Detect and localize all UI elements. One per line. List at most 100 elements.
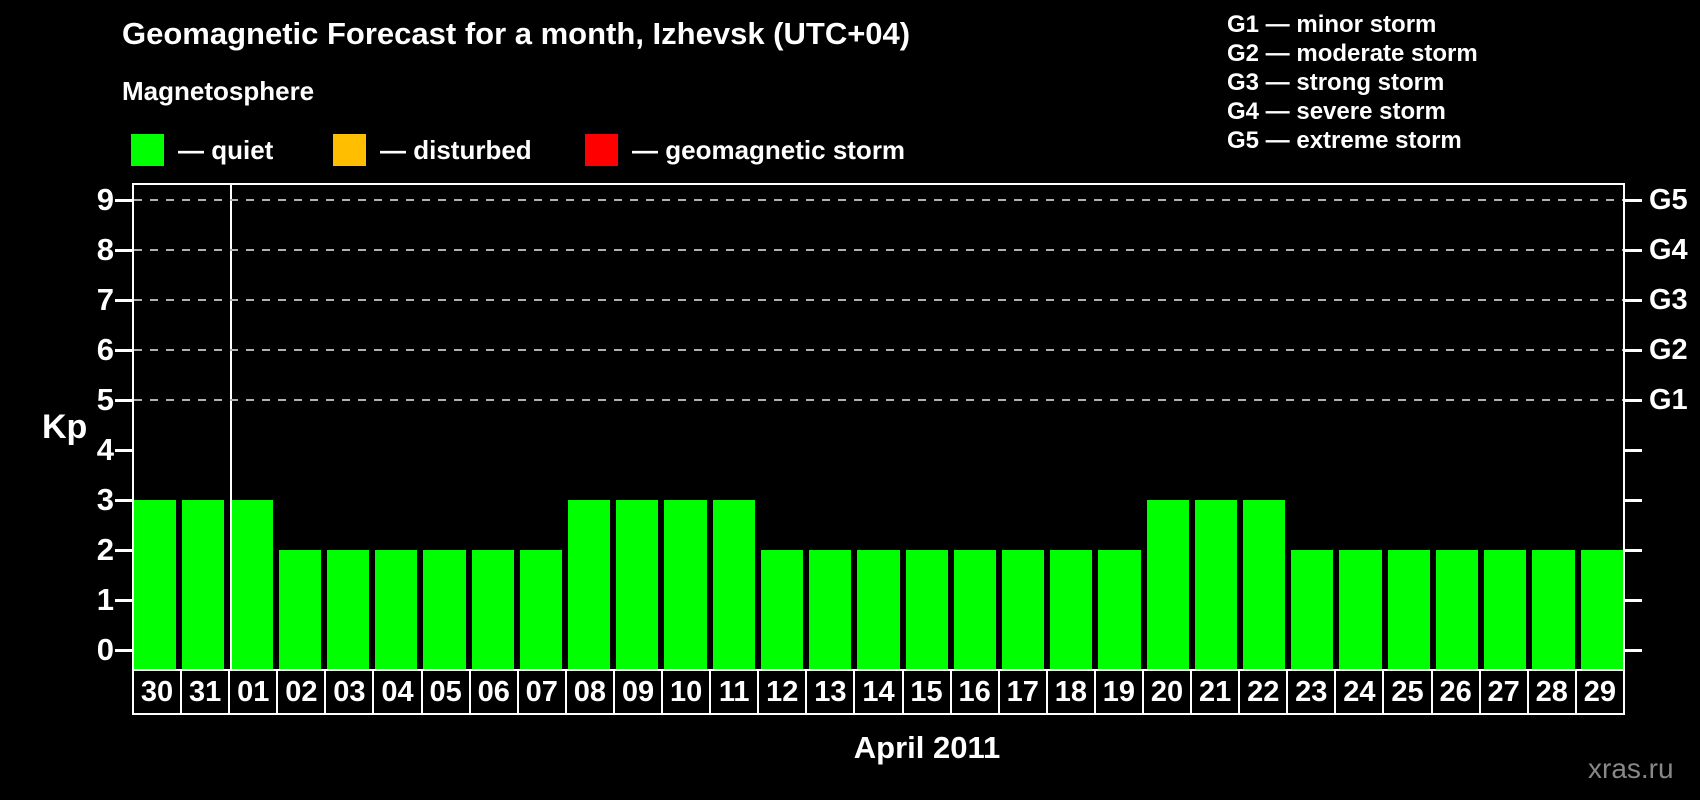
y-axis-tick-label: 5 [96,382,114,417]
bar-slot [1240,185,1288,669]
day-label-cell: 09 [612,669,664,715]
kp-bar-day-03 [326,550,370,669]
right-tick-kp-2 [1625,549,1642,552]
kp-bar-day-09 [616,500,659,669]
day-label-cell: 16 [949,669,1000,715]
y-axis-tick-label: 0 [96,632,114,667]
day-label-cell: 15 [901,669,952,715]
bar-slot [951,185,999,669]
day-label-cell: 27 [1478,669,1529,715]
gridline-kp-8 [134,249,1623,251]
y-axis-tick-label: 2 [96,532,114,567]
day-label-cell: 21 [1190,669,1241,715]
right-axis-label-G2: G2 [1649,334,1688,366]
kp-bar-day-16 [953,550,996,669]
day-label-cell: 12 [757,669,808,715]
day-label-cell: 11 [709,669,760,715]
day-label-cell: 22 [1238,669,1289,715]
bar-slot [1529,185,1577,669]
day-label-cell: 04 [372,669,423,715]
bar-slot [999,185,1047,669]
left-tick-kp-2 [115,549,132,552]
kp-bar-day-08 [567,500,611,669]
day-label-cell: 17 [997,669,1048,715]
bar-slot [1578,185,1623,669]
right-tick-kp-8 [1625,249,1642,252]
kp-bar-day-10 [664,500,707,669]
chart-title: Geomagnetic Forecast for a month, Izhevs… [122,16,911,51]
gridline-kp-9 [134,199,1623,201]
bar-slot [324,185,372,669]
left-tick-kp-7 [115,299,132,302]
y-axis-tick-label: 7 [96,282,114,317]
gridline-kp-5 [134,399,1623,401]
watermark: xras.ru [1588,753,1674,784]
bars-row [134,185,1623,669]
y-axis-tick-label: 4 [96,432,114,467]
right-axis-label-G5: G5 [1649,184,1688,216]
magnetosphere-label: Magnetosphere [122,76,315,106]
bar-slot [1144,185,1192,669]
kp-bar-day-24 [1339,550,1382,669]
kp-bar-day-19 [1098,550,1141,669]
y-axis-tick-label: 3 [96,482,114,517]
legend-item: — quiet [131,133,273,167]
kp-bar-day-28 [1532,550,1575,669]
right-axis-label-G1: G1 [1649,384,1688,416]
legend-item-label: — quiet [178,134,274,165]
bar-slot [179,185,227,669]
kp-bar-day-31 [182,500,225,669]
day-label-cell: 24 [1334,669,1385,715]
kp-bar-day-06 [471,550,514,669]
legend-swatch-icon [333,134,366,166]
kp-bar-day-29 [1580,550,1623,669]
day-label-cell: 06 [468,669,519,715]
bar-slot [517,185,565,669]
month-separator-line [230,185,232,669]
bar-slot [613,185,661,669]
left-tick-kp-4 [115,449,132,452]
bar-slot [903,185,951,669]
day-label-cell: 14 [853,669,904,715]
kp-bar-day-30 [134,500,177,669]
bar-slot [469,185,517,669]
storm-scale-legend-line: G5 — extreme storm [1227,127,1462,154]
bar-slot [1288,185,1336,669]
month-label: April 2011 [853,730,1001,765]
day-label-cell: 03 [324,669,375,715]
day-label-cell: 19 [1093,669,1144,715]
day-label-cell: 02 [276,669,327,715]
kp-bar-day-01 [230,500,273,669]
day-label-cell: 30 [132,669,183,715]
day-label-cell: 07 [516,669,567,715]
bar-slot [1192,185,1240,669]
gridline-kp-7 [134,299,1623,301]
y-axis-tick-label: 1 [96,582,114,617]
left-tick-kp-8 [115,249,132,252]
right-tick-kp-6 [1625,349,1642,352]
kp-bar-day-26 [1435,550,1479,669]
bar-slot [1336,185,1384,669]
legend-swatch-icon [131,134,164,166]
kp-bar-day-20 [1146,500,1189,669]
day-axis: 30 31 01 02 03 04 05 06 07 08 09 10 11 12 13 14 15 16 17 18… [132,669,1625,715]
day-label-cell: 25 [1382,669,1433,715]
y-axis-tick-label: 8 [96,232,114,267]
kp-bar-day-05 [423,550,466,669]
kp-bar-day-23 [1291,550,1334,669]
day-label-cell: 05 [420,669,471,715]
bar-slot [134,185,179,669]
plot-area: 0 1 2 3 4 5 6 7 8 9 G1 G2 G3 G4 G5 [97,182,1688,669]
right-tick-kp-0 [1625,649,1642,652]
kp-bar-day-18 [1050,550,1093,669]
bar-slot [420,185,468,669]
day-label-cell: 28 [1526,669,1577,715]
bar-slot [565,185,613,669]
right-tick-kp-1 [1625,599,1642,602]
kp-bar-day-27 [1484,550,1527,669]
kp-bar-day-04 [375,550,418,669]
left-tick-kp-6 [115,349,132,352]
bar-slot [710,185,758,669]
right-axis-label-G4: G4 [1649,234,1688,266]
day-label-cell: 18 [1045,669,1096,715]
